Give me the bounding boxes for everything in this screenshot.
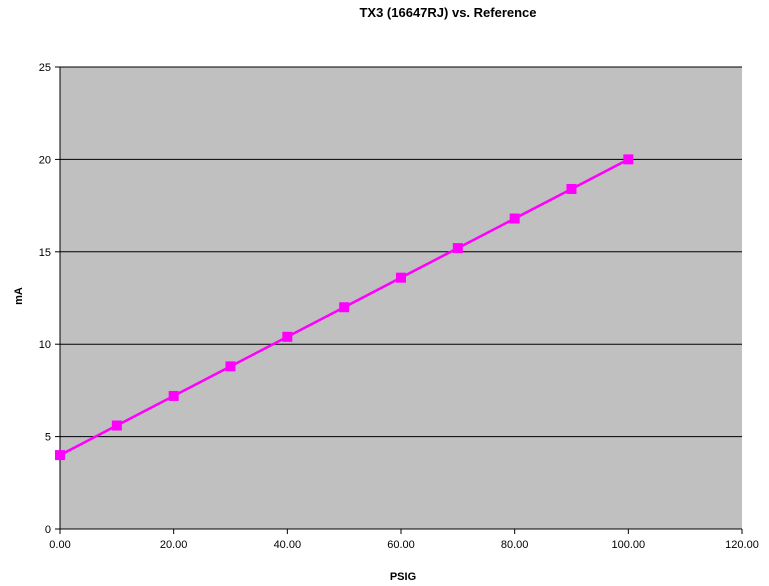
x-tick-label: 0.00	[49, 539, 70, 551]
series-layer	[55, 154, 634, 461]
series-2-point	[55, 450, 65, 461]
x-axis-label: PSIG	[390, 571, 416, 583]
series-2-point	[396, 272, 406, 283]
series-2-point	[566, 183, 577, 194]
y-tick-label: 0	[45, 524, 51, 536]
y-tick-label: 5	[45, 432, 51, 444]
series-2-point	[225, 361, 236, 372]
y-tick-label: 10	[39, 339, 51, 351]
x-tick-label: 120.00	[725, 539, 759, 551]
y-axis-ticks: 0 5 10 15 20 25	[39, 62, 60, 536]
series-2-point	[509, 213, 520, 224]
series-2-point	[111, 420, 122, 431]
y-tick-label: 15	[39, 247, 51, 259]
series-2	[55, 154, 634, 461]
series-2-point	[339, 302, 350, 313]
x-tick-label: 80.00	[501, 539, 529, 551]
x-axis-ticks: 0.00 20.00 40.00 60.00 80.00 100.00 120.00	[49, 529, 759, 551]
x-tick-label: 20.00	[160, 539, 188, 551]
x-tick-label: 100.00	[612, 539, 646, 551]
series-2-point	[168, 390, 179, 401]
chart-title: TX3 (16647RJ) vs. Reference	[359, 5, 536, 20]
series-2-point	[452, 243, 463, 254]
plot-area	[60, 67, 742, 529]
y-tick-label: 20	[39, 154, 51, 166]
series-2-point	[282, 331, 293, 342]
x-tick-label: 40.00	[274, 539, 302, 551]
x-tick-label: 60.00	[387, 539, 415, 551]
series-2-point	[623, 154, 634, 165]
y-tick-label: 25	[39, 62, 51, 74]
y-axis-label: mA	[13, 287, 25, 305]
